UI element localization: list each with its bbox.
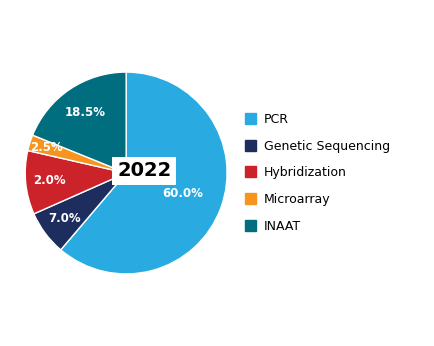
Text: 18.5%: 18.5% [65, 106, 106, 119]
Text: 7.0%: 7.0% [48, 212, 81, 225]
Wedge shape [25, 151, 126, 214]
Wedge shape [61, 72, 227, 274]
Text: 2.5%: 2.5% [30, 142, 62, 154]
Legend: PCR, Genetic Sequencing, Hybridization, Microarray, INAAT: PCR, Genetic Sequencing, Hybridization, … [244, 113, 389, 233]
Text: 2.0%: 2.0% [33, 174, 66, 187]
Wedge shape [28, 135, 126, 173]
Text: 2022: 2022 [117, 162, 171, 181]
Wedge shape [33, 72, 126, 173]
Wedge shape [34, 173, 126, 250]
Text: 60.0%: 60.0% [162, 188, 203, 200]
